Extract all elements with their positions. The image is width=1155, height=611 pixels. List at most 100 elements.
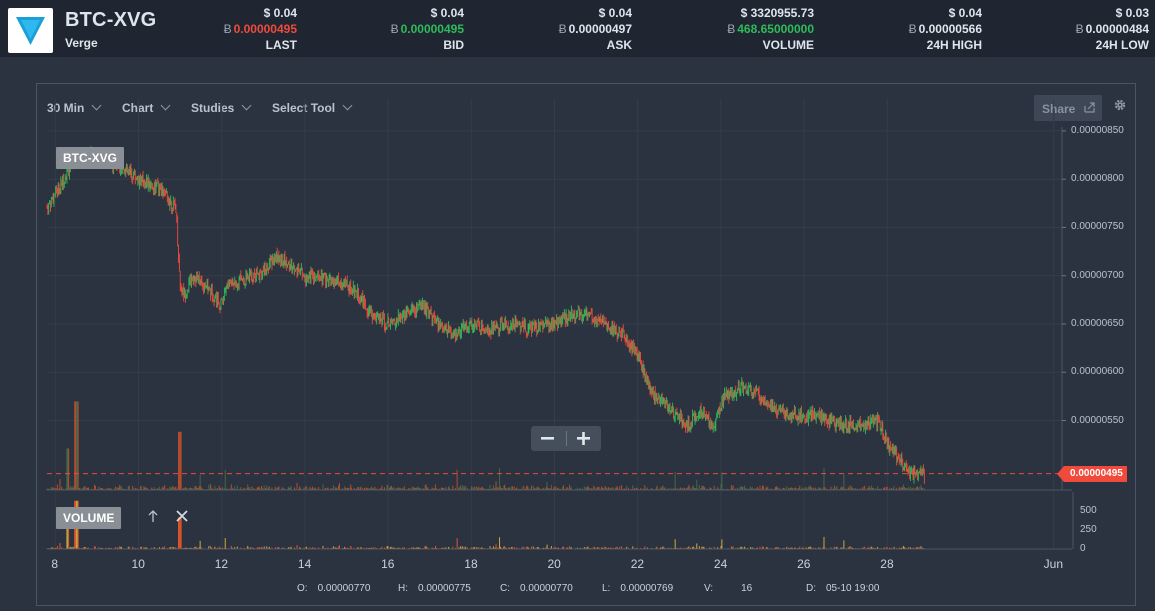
volume-bar: [550, 488, 552, 490]
volume-pane-bar: [526, 546, 528, 549]
ohlc-date: D: 05-10 19:00: [806, 583, 879, 594]
volume-bar: [483, 488, 485, 490]
volume-pane-bar: [902, 547, 904, 549]
volume-bar: [460, 488, 462, 490]
volume-pane-bar: [344, 546, 346, 549]
chart-type-label: Chart: [122, 101, 154, 115]
volume-bar: [903, 487, 905, 490]
volume-pane-bar: [67, 526, 69, 549]
volume-pane-bar: [263, 546, 265, 549]
volume-bar: [803, 488, 805, 490]
ohlc-date-key: D:: [806, 583, 816, 594]
volume-bar: [687, 486, 689, 490]
volume-bar: [684, 487, 686, 490]
volume-label[interactable]: VOLUME: [56, 507, 122, 529]
date-tick-label: Jun: [1043, 557, 1064, 571]
volume-pane-bar: [775, 546, 777, 549]
volume-pane-bar: [198, 546, 200, 549]
volume-bar: [326, 487, 328, 490]
volume-pane-bar: [813, 547, 815, 549]
volume-pane-bar: [799, 546, 801, 549]
plus-icon[interactable]: [567, 426, 601, 451]
volume-bar: [364, 487, 366, 490]
volume-bar: [378, 488, 380, 490]
volume-bar: [886, 486, 888, 490]
volume-pane-bar: [480, 547, 482, 549]
volume-bar: [248, 488, 250, 490]
volume-bar: [307, 488, 309, 490]
volume-bar: [157, 488, 159, 490]
volume-bar: [847, 487, 849, 490]
volume-bar: [492, 488, 494, 490]
volume-bar: [258, 487, 260, 490]
volume-pane-bar: [61, 547, 63, 549]
volume-bar: [152, 488, 154, 490]
volume-bar: [788, 488, 790, 490]
gear-icon[interactable]: [1114, 99, 1126, 111]
volume-bar: [749, 486, 751, 490]
volume-bar: [441, 487, 443, 490]
volume-bar: [717, 486, 719, 490]
series-label[interactable]: BTC-XVG: [56, 147, 124, 169]
volume-bar: [765, 487, 767, 490]
close-icon[interactable]: [175, 508, 189, 524]
volume-bar: [284, 488, 286, 490]
volume-bar: [133, 488, 135, 490]
stat-btc: 468.65000000: [737, 22, 814, 36]
volume-bar: [880, 488, 882, 490]
volume-bar: [842, 486, 844, 490]
volume-pane-bar: [442, 547, 444, 549]
volume-bar: [155, 488, 157, 490]
volume-pane-bar: [342, 547, 344, 549]
volume-bar: [646, 488, 648, 490]
volume-pane-bar: [601, 547, 603, 549]
volume-pane-bar: [69, 546, 71, 549]
volume-bar: [593, 485, 595, 490]
minus-icon[interactable]: [531, 426, 565, 451]
volume-pane-bar: [473, 547, 475, 549]
volume-bar: [786, 486, 788, 490]
volume-bar: [776, 488, 778, 490]
volume-bar: [184, 488, 186, 490]
volume-bar: [246, 487, 248, 490]
volume-bar: [704, 487, 706, 490]
volume-pane-bar: [808, 547, 810, 549]
chart-type-dropdown[interactable]: Chart: [122, 100, 171, 115]
volume-bar: [871, 485, 873, 490]
volume-pane-bar: [416, 547, 418, 549]
volume-bar: [433, 488, 435, 490]
volume-pane-bar: [214, 546, 216, 549]
stat-btc: 0.00000484: [1085, 22, 1149, 36]
volume-pane-bar: [644, 546, 646, 549]
volume-pane-bar: [790, 547, 792, 549]
volume-bar: [226, 488, 228, 490]
volume-bar: [494, 487, 496, 490]
volume-bar: [870, 487, 872, 490]
interval-dropdown[interactable]: 30 Min: [47, 100, 102, 115]
select-tool-dropdown[interactable]: Select Tool: [272, 100, 353, 115]
volume-pane-bar: [88, 547, 90, 549]
volume-bar: [46, 488, 48, 490]
volume-pane-bar: [454, 547, 456, 549]
volume-pane-bar: [538, 547, 540, 549]
volume-bar: [528, 488, 530, 490]
volume-bar: [794, 487, 796, 490]
volume-bar: [553, 486, 555, 490]
volume-bar: [711, 488, 713, 490]
ohlc-low-value: 0.00000769: [620, 583, 674, 594]
studies-dropdown[interactable]: Studies: [191, 100, 252, 115]
volume-bar: [625, 488, 627, 490]
volume-bar: [899, 488, 901, 490]
share-button[interactable]: Share: [1034, 95, 1102, 121]
arrow-up-icon[interactable]: [146, 508, 160, 524]
volume-bar: [747, 488, 749, 490]
volume-pane-bar: [636, 547, 638, 549]
volume-bar: [721, 472, 723, 490]
volume-pane-bar: [475, 547, 477, 549]
volume-pane-bar: [742, 547, 744, 549]
volume-pane-bar: [749, 547, 751, 549]
ohlc-volume: V: 16: [704, 583, 752, 594]
volume-pane-bar: [471, 546, 473, 549]
volume-bar: [366, 487, 368, 490]
